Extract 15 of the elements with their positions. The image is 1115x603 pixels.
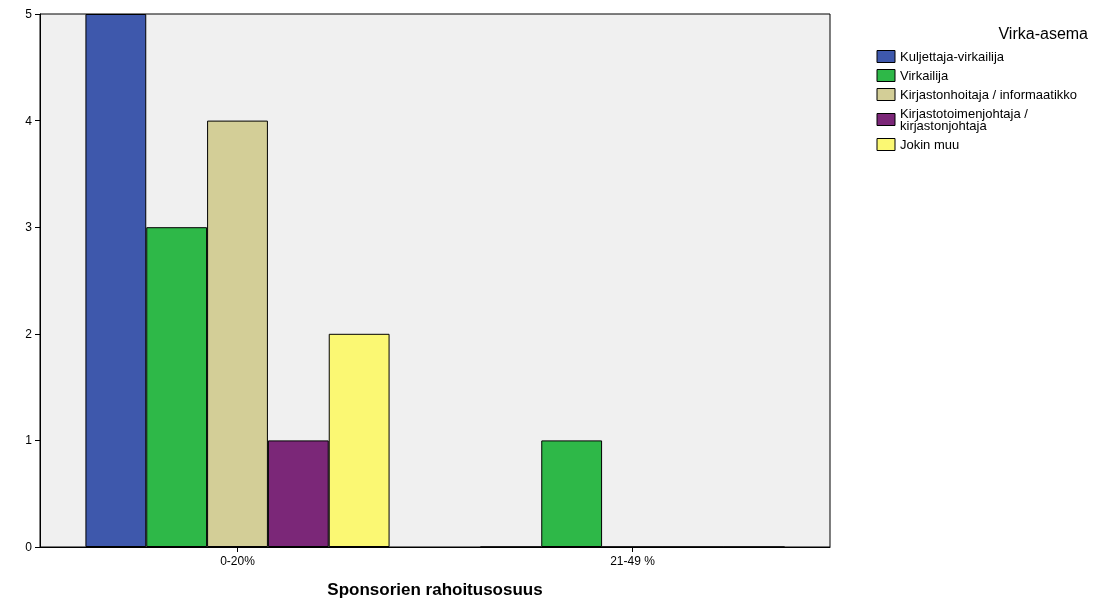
y-tick-label: 5 <box>25 7 33 21</box>
x-tick-label: 0-20% <box>220 554 256 568</box>
legend-label: Kirjastotoimenjohtaja / kirjastonjohtaja <box>900 106 1032 133</box>
y-tick-label: 2 <box>25 326 33 341</box>
legend-label: Virkailija <box>900 68 949 83</box>
y-tick-label: 0 <box>25 540 33 554</box>
x-tick-label: 21-49 % <box>610 554 656 568</box>
legend-label: Kirjastonhoitaja / informaatikko <box>900 87 1078 102</box>
y-tick-label: 3 <box>25 220 33 235</box>
y-tick-label: 1 <box>25 433 33 448</box>
x-axis-title: Sponsorien rahoitusosuus <box>327 580 543 599</box>
legend-label: Kuljettaja-virkailija <box>900 49 1005 64</box>
y-tick-label: 4 <box>25 113 33 128</box>
legend-label: Jokin muu <box>900 137 960 152</box>
legend-title: Virka-asema <box>998 24 1089 42</box>
